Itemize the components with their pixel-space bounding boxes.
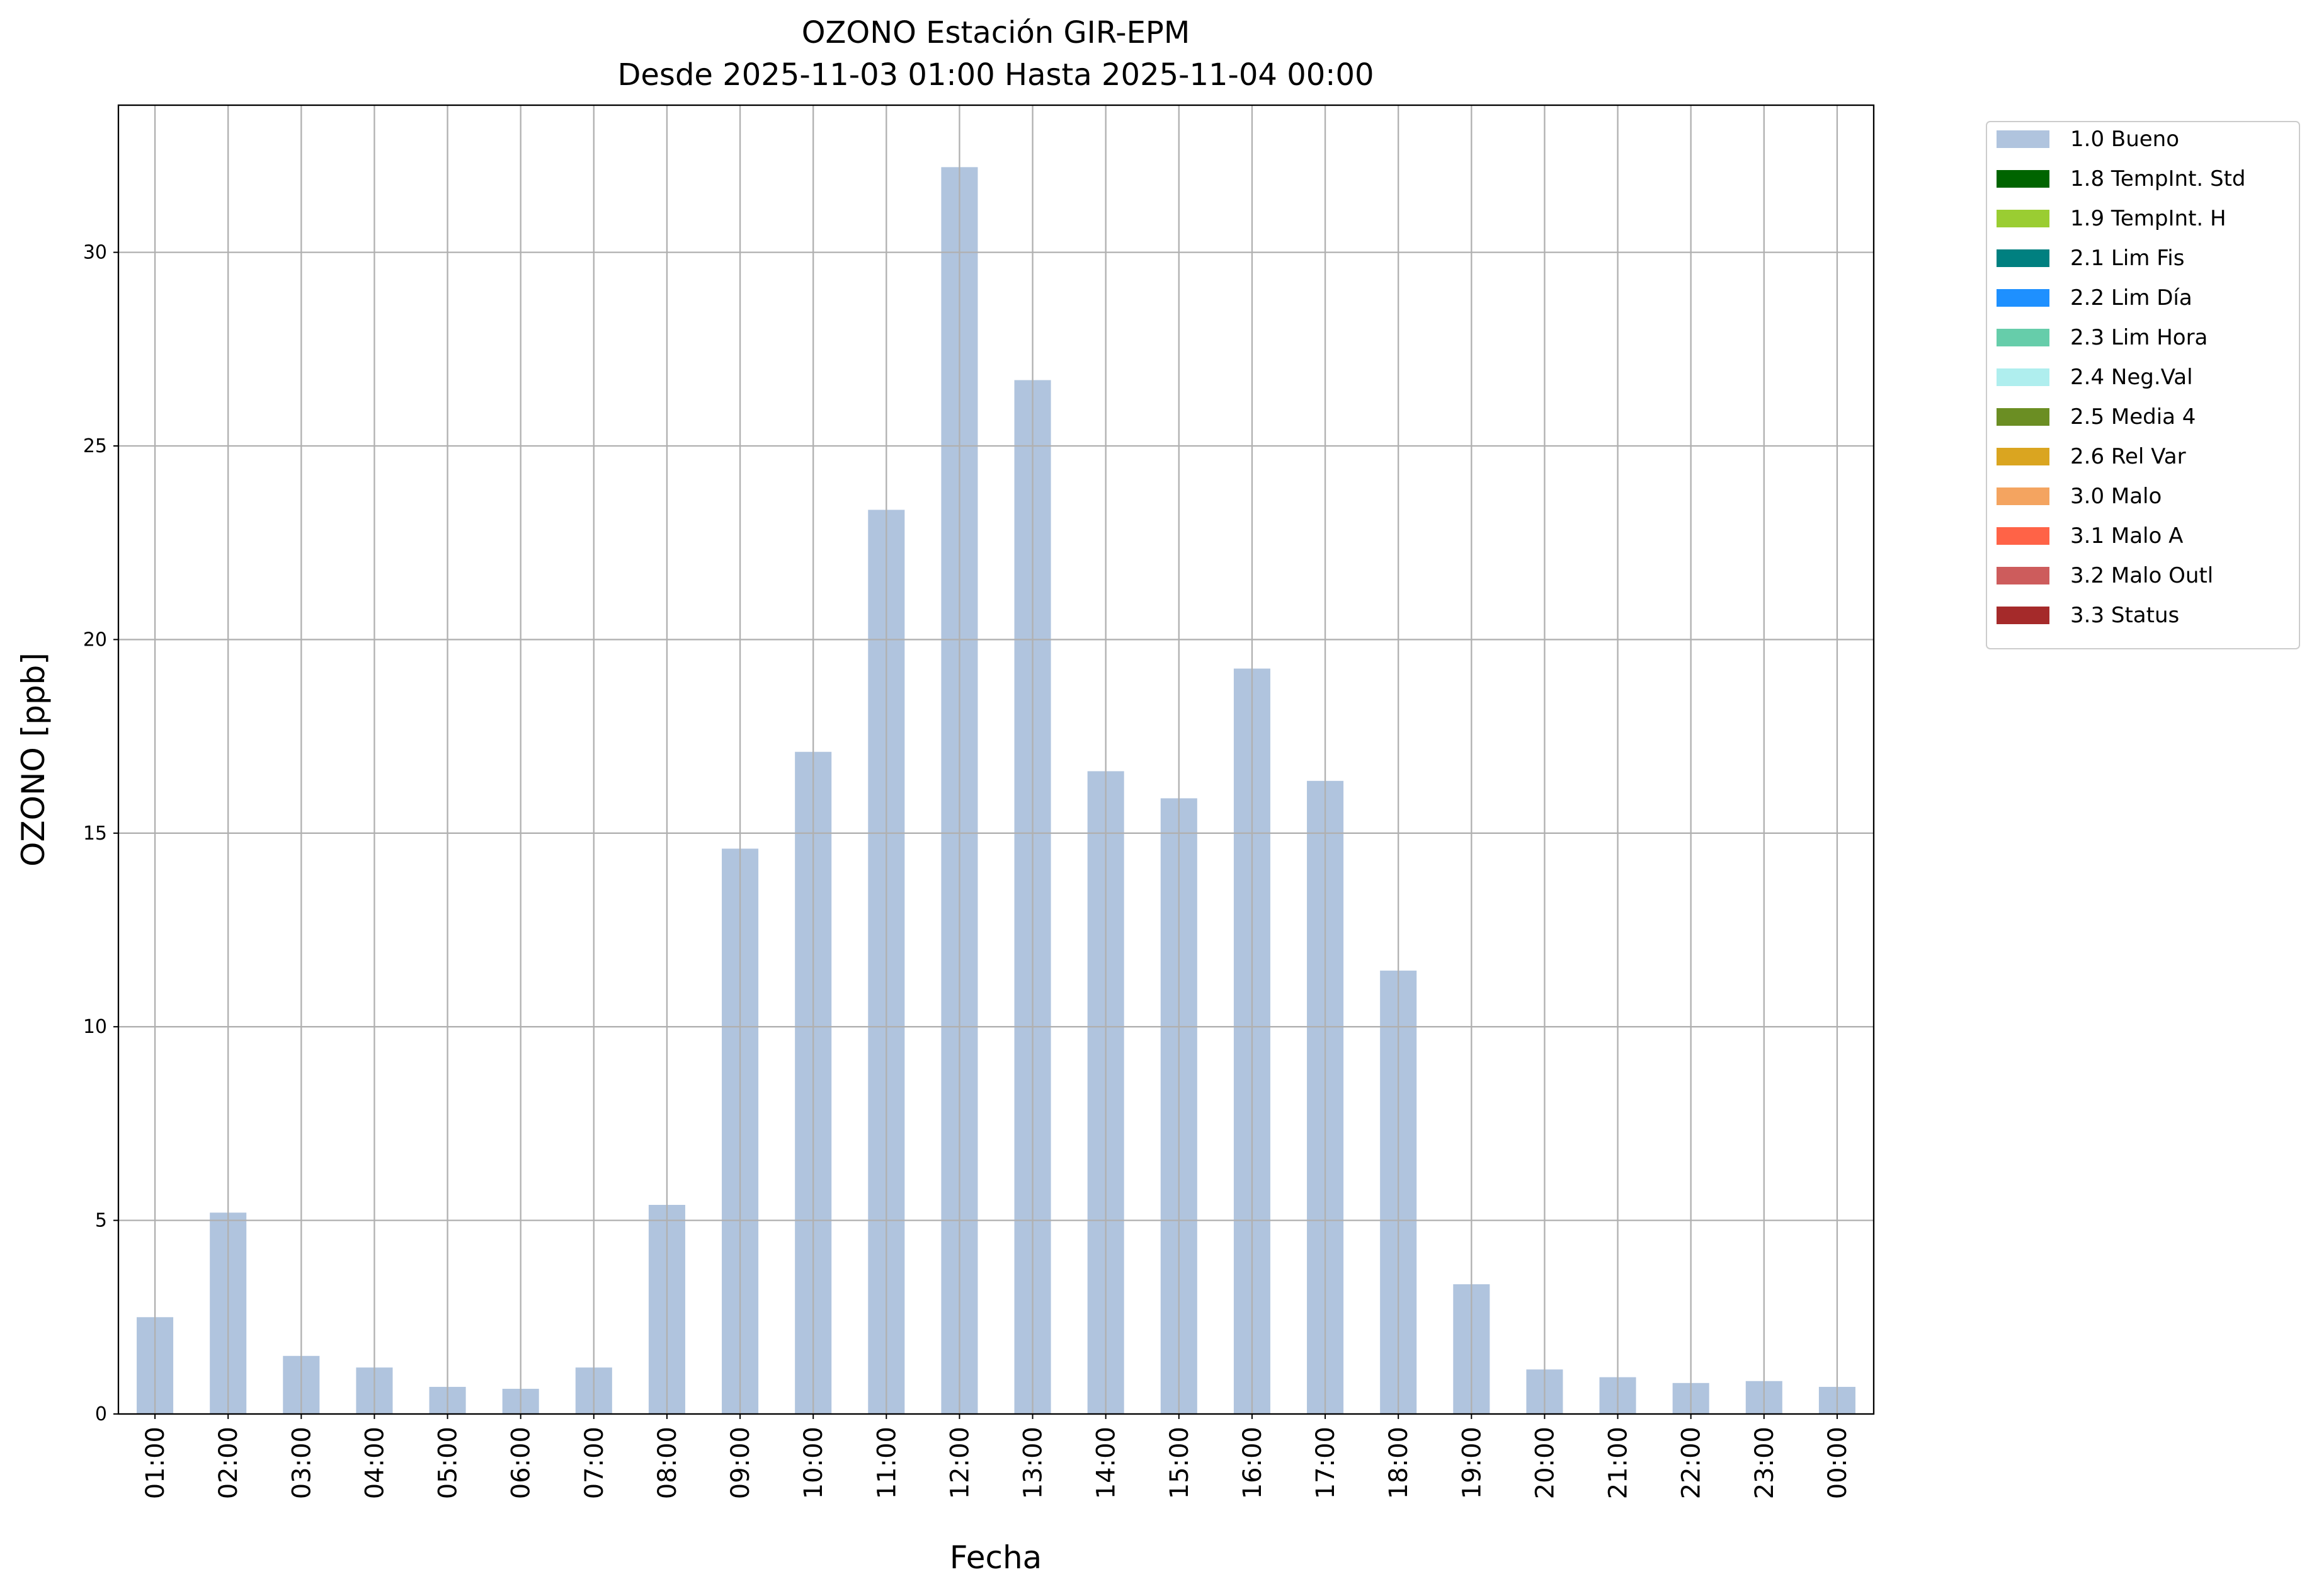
legend-swatch [1997, 289, 2049, 307]
legend-label: 3.3 Status [2070, 603, 2179, 628]
legend-label: 2.1 Lim Fis [2070, 246, 2184, 271]
legend-label: 2.3 Lim Hora [2070, 325, 2208, 350]
plot-frame [117, 104, 1875, 1415]
x-tick-label: 12:00 [945, 1427, 974, 1499]
legend-swatch [1997, 170, 2049, 188]
legend-swatch [1997, 408, 2049, 426]
legend-swatch [1997, 567, 2049, 584]
x-tick-label: 20:00 [1530, 1427, 1559, 1499]
x-tick-label: 22:00 [1677, 1427, 1706, 1499]
legend-swatch [1997, 210, 2049, 227]
legend-swatch [1997, 329, 2049, 346]
x-tick-label: 03:00 [287, 1427, 316, 1499]
legend-swatch [1997, 448, 2049, 465]
legend-swatch [1997, 487, 2049, 505]
legend-swatch [1997, 607, 2049, 624]
legend-label: 3.0 Malo [2070, 484, 2162, 509]
x-tick-label: 07:00 [580, 1427, 609, 1499]
x-tick-label: 15:00 [1165, 1427, 1194, 1499]
x-tick-label: 00:00 [1823, 1427, 1852, 1499]
legend-box [1986, 121, 2300, 649]
x-tick-label: 10:00 [799, 1427, 828, 1499]
x-tick-label: 17:00 [1311, 1427, 1340, 1499]
legend-label: 2.5 Media 4 [2070, 404, 2196, 430]
x-tick-label: 05:00 [434, 1427, 463, 1499]
x-tick-label: 09:00 [726, 1427, 755, 1499]
x-tick-label: 14:00 [1092, 1427, 1121, 1499]
legend-swatch [1997, 368, 2049, 386]
x-tick-label: 04:00 [360, 1427, 389, 1499]
legend-label: 2.4 Neg.Val [2070, 365, 2193, 390]
y-tick-label: 10 [83, 1016, 107, 1038]
y-axis-label: OZONO [ppb] [15, 653, 52, 867]
x-tick-label: 18:00 [1384, 1427, 1413, 1499]
legend-swatch [1997, 527, 2049, 545]
y-tick-label: 0 [95, 1403, 107, 1425]
chart-subtitle: Desde 2025-11-03 01:00 Hasta 2025-11-04 … [617, 57, 1374, 93]
x-tick-label: 11:00 [872, 1427, 901, 1499]
y-tick-label: 5 [95, 1210, 107, 1232]
y-tick-label: 15 [83, 823, 107, 845]
legend-label: 2.2 Lim Día [2070, 285, 2192, 311]
legend-label: 1.8 TempInt. Std [2070, 166, 2246, 191]
y-tick-label: 20 [83, 629, 107, 651]
legend-swatch [1997, 130, 2049, 148]
chart-title: OZONO Estación GIR-EPM [802, 15, 1190, 50]
x-tick-label: 01:00 [141, 1427, 170, 1499]
x-tick-label: 13:00 [1019, 1427, 1048, 1499]
x-tick-label: 21:00 [1604, 1427, 1633, 1499]
legend-label: 3.1 Malo A [2070, 523, 2183, 549]
x-tick-label: 02:00 [214, 1427, 243, 1499]
legend-swatch [1997, 249, 2049, 267]
x-tick-label: 08:00 [653, 1427, 682, 1499]
legend-label: 1.9 TempInt. H [2070, 206, 2226, 231]
x-tick-label: 19:00 [1457, 1427, 1486, 1499]
x-axis-label: Fecha [950, 1539, 1042, 1576]
x-tick-label: 23:00 [1750, 1427, 1779, 1499]
y-tick-label: 25 [83, 435, 107, 457]
x-tick-label: 06:00 [507, 1427, 536, 1499]
y-tick-label: 30 [83, 242, 107, 264]
legend-label: 2.6 Rel Var [2070, 444, 2186, 469]
x-tick-label: 16:00 [1238, 1427, 1267, 1499]
legend-label: 3.2 Malo Outl [2070, 563, 2213, 588]
legend-label: 1.0 Bueno [2070, 127, 2179, 152]
